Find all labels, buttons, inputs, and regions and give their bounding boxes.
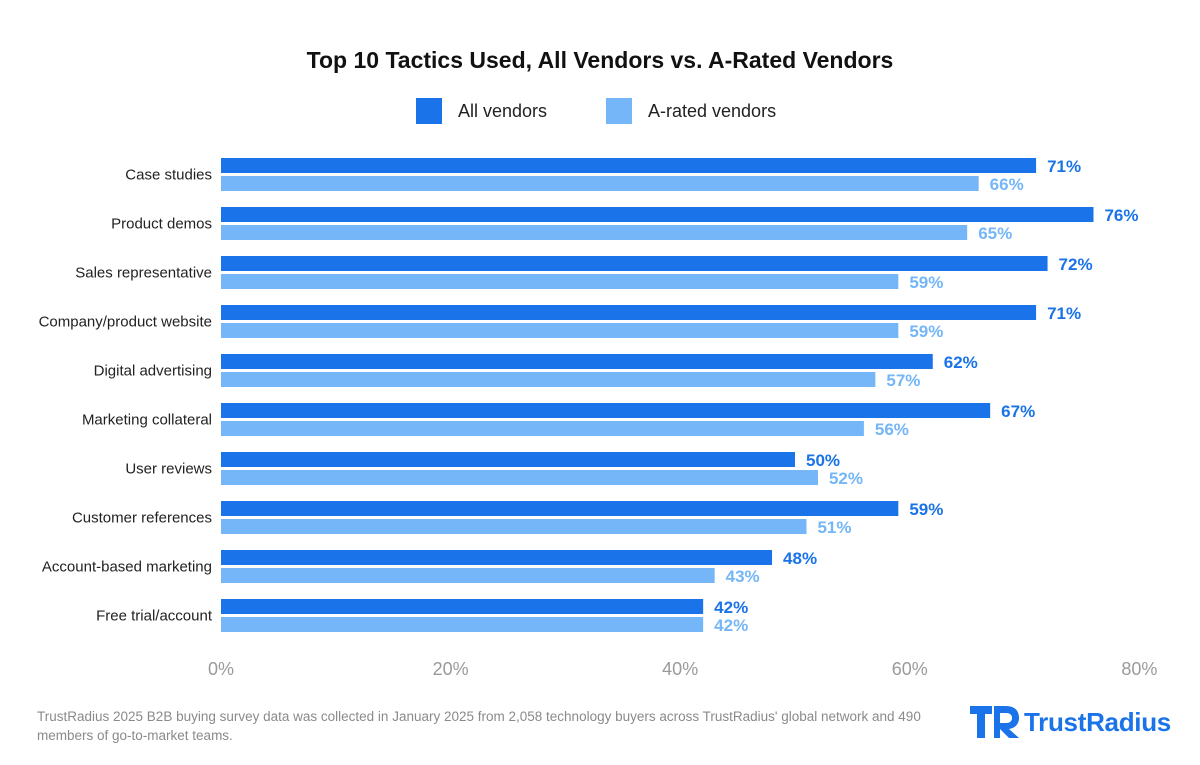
- bar-all-vendors-case-studies: [221, 158, 1037, 173]
- x-tick-label-1: 20%: [433, 659, 469, 679]
- bar-a-rated-vendors-account-based-marketing: [221, 568, 715, 583]
- bar-all-vendors-account-based-marketing: [221, 550, 773, 565]
- trustradius-logo-icon: [970, 706, 1019, 738]
- value-label-all-vendors-customer-references: 59%: [909, 500, 943, 519]
- chart-title: Top 10 Tactics Used, All Vendors vs. A-R…: [307, 47, 894, 73]
- bar-a-rated-vendors-company-product-website: [221, 323, 899, 338]
- footnote: TrustRadius 2025 B2B buying survey data …: [37, 709, 921, 743]
- value-label-all-vendors-sales-representative: 72%: [1059, 255, 1093, 274]
- logo-text: TrustRadius: [1024, 706, 1171, 737]
- bar-all-vendors-customer-references: [221, 501, 899, 516]
- x-tick-label-2: 40%: [662, 659, 698, 679]
- value-label-a-rated-vendors-digital-advertising: 57%: [886, 371, 920, 390]
- category-label-digital-advertising: Digital advertising: [94, 363, 212, 380]
- bar-all-vendors-user-reviews: [221, 452, 795, 467]
- bar-all-vendors-marketing-collateral: [221, 403, 991, 418]
- value-label-a-rated-vendors-sales-representative: 59%: [909, 273, 943, 292]
- value-label-a-rated-vendors-customer-references: 51%: [817, 518, 851, 537]
- value-label-all-vendors-digital-advertising: 62%: [944, 353, 978, 372]
- value-label-all-vendors-free-trial-account: 42%: [714, 598, 748, 617]
- x-axis: 0% 20% 40% 60% 80%: [208, 659, 1157, 679]
- legend-label-all-vendors: All vendors: [458, 101, 547, 121]
- category-label-account-based-marketing: Account-based marketing: [42, 559, 212, 576]
- bar-a-rated-vendors-user-reviews: [221, 470, 818, 485]
- value-label-all-vendors-account-based-marketing: 48%: [783, 549, 817, 568]
- category-label-free-trial-account: Free trial/account: [96, 608, 213, 625]
- bar-a-rated-vendors-digital-advertising: [221, 372, 876, 387]
- value-label-all-vendors-product-demos: 76%: [1104, 206, 1138, 225]
- value-label-all-vendors-case-studies: 71%: [1047, 157, 1081, 176]
- value-label-all-vendors-marketing-collateral: 67%: [1001, 402, 1035, 421]
- bar-a-rated-vendors-product-demos: [221, 225, 968, 240]
- value-label-a-rated-vendors-user-reviews: 52%: [829, 469, 863, 488]
- value-label-a-rated-vendors-account-based-marketing: 43%: [726, 567, 760, 586]
- bar-all-vendors-free-trial-account: [221, 599, 704, 614]
- bar-a-rated-vendors-case-studies: [221, 176, 979, 191]
- category-label-sales-representative: Sales representative: [75, 265, 212, 282]
- x-tick-label-3: 60%: [892, 659, 928, 679]
- bar-a-rated-vendors-marketing-collateral: [221, 421, 864, 436]
- value-label-a-rated-vendors-company-product-website: 59%: [909, 322, 943, 341]
- bar-all-vendors-company-product-website: [221, 305, 1037, 320]
- legend: All vendors A-rated vendors: [416, 98, 776, 124]
- value-label-all-vendors-user-reviews: 50%: [806, 451, 840, 470]
- x-tick-label-4: 80%: [1121, 659, 1157, 679]
- category-label-user-reviews: User reviews: [125, 461, 212, 478]
- bar-all-vendors-digital-advertising: [221, 354, 933, 369]
- category-label-marketing-collateral: Marketing collateral: [82, 412, 212, 429]
- value-label-a-rated-vendors-free-trial-account: 42%: [714, 616, 748, 635]
- legend-label-a-rated-vendors: A-rated vendors: [648, 101, 776, 121]
- plot-area: Case studies 71% 66% Product demos 76% 65% Sal…: [39, 157, 1139, 635]
- value-label-a-rated-vendors-marketing-collateral: 56%: [875, 420, 909, 439]
- bar-a-rated-vendors-sales-representative: [221, 274, 899, 289]
- legend-swatch-a-rated-vendors: [606, 98, 632, 124]
- category-label-product-demos: Product demos: [111, 216, 212, 233]
- bar-all-vendors-sales-representative: [221, 256, 1048, 271]
- value-label-a-rated-vendors-case-studies: 66%: [990, 175, 1024, 194]
- value-label-all-vendors-company-product-website: 71%: [1047, 304, 1081, 323]
- category-label-company-product-website: Company/product website: [39, 314, 212, 331]
- bar-a-rated-vendors-customer-references: [221, 519, 807, 534]
- x-tick-label-0: 0%: [208, 659, 234, 679]
- category-label-customer-references: Customer references: [72, 510, 212, 527]
- bar-a-rated-vendors-free-trial-account: [221, 617, 704, 632]
- value-label-a-rated-vendors-product-demos: 65%: [978, 224, 1012, 243]
- legend-swatch-all-vendors: [416, 98, 442, 124]
- category-label-case-studies: Case studies: [125, 167, 212, 184]
- bar-all-vendors-product-demos: [221, 207, 1094, 222]
- trustradius-logo: TrustRadius: [968, 702, 1171, 742]
- chart: Top 10 Tactics Used, All Vendors vs. A-R…: [39, 47, 1158, 679]
